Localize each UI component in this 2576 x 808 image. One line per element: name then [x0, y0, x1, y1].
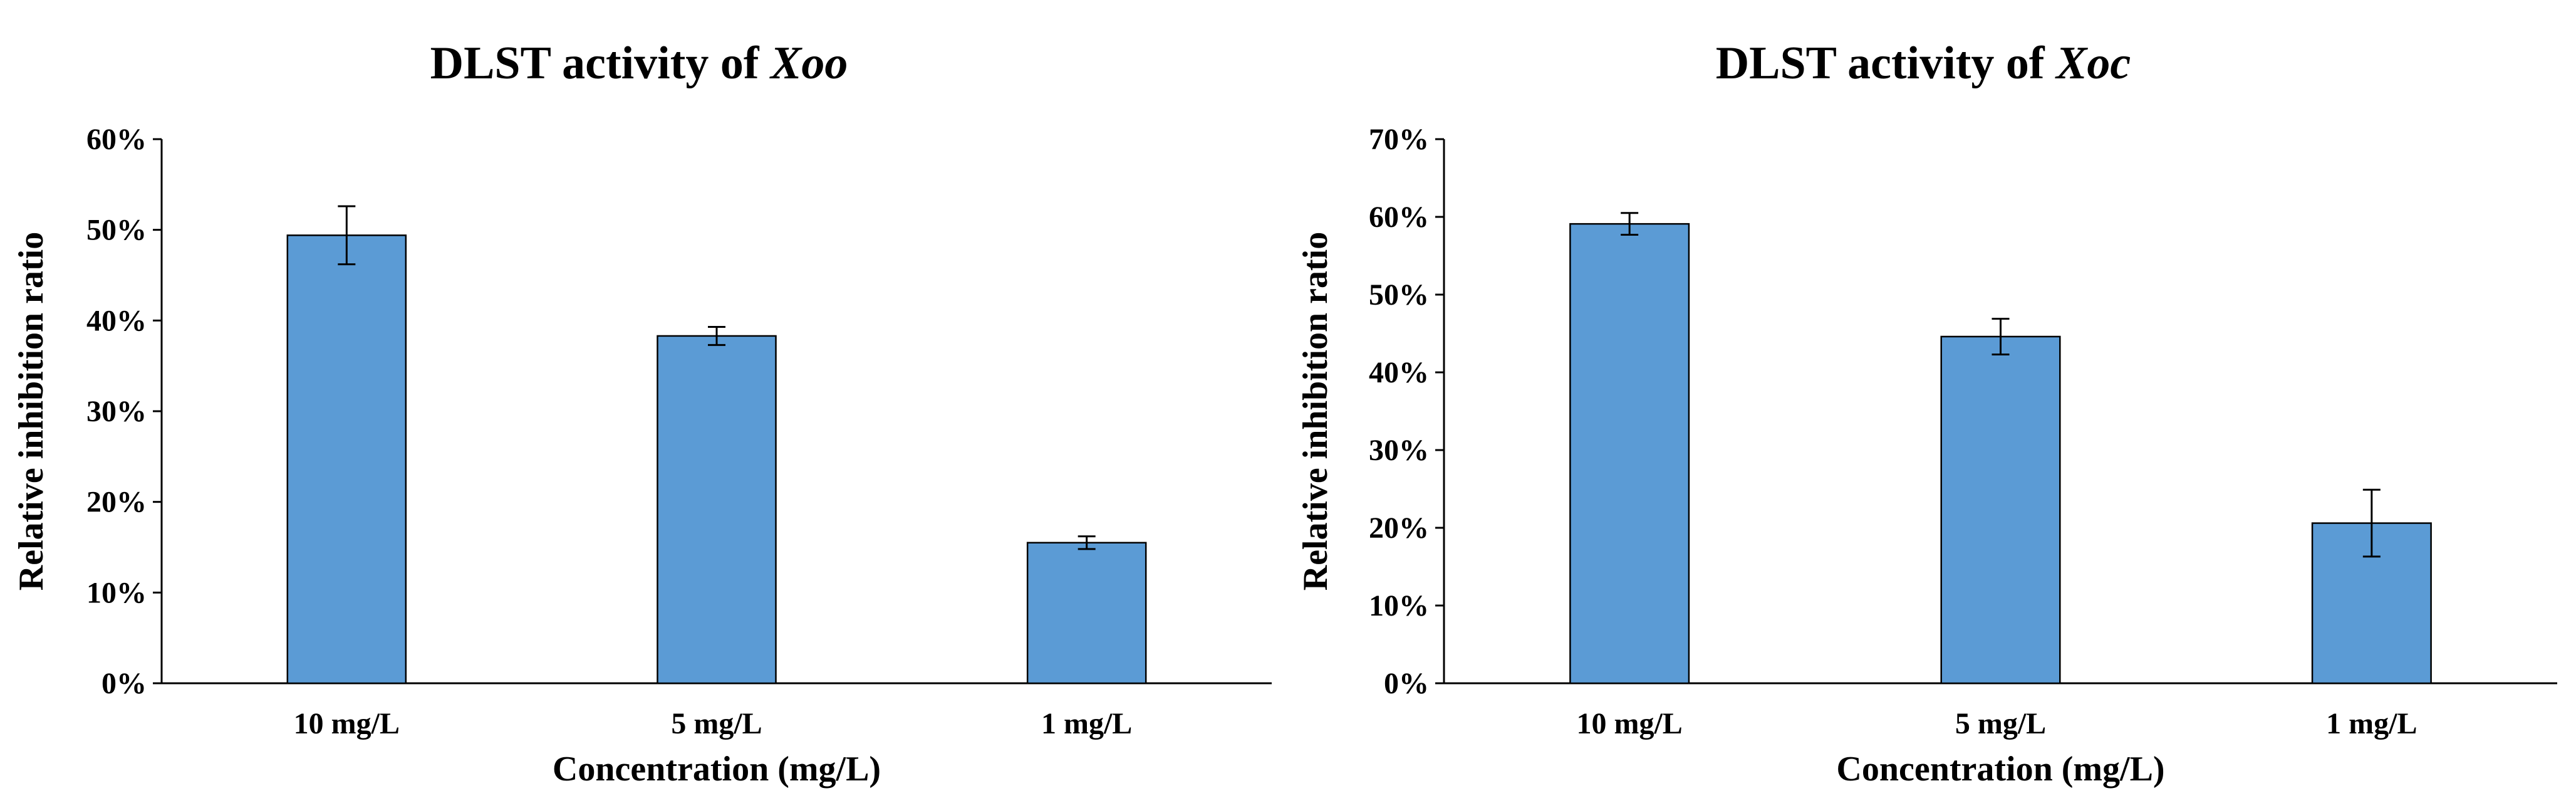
y-tick-label: 0%: [1384, 667, 1429, 700]
y-tick-label: 50%: [1369, 278, 1429, 312]
y-tick-label: 10%: [86, 576, 147, 609]
y-axis-label: Relative inhibition ratio: [1296, 232, 1335, 590]
chart-panel-2: DLST activity of Xoc 0% 10% 20% 30% 40% 50% 60%…: [1296, 38, 2557, 789]
x-tick-label: 10 mg/L: [294, 707, 400, 740]
bar: [286, 234, 407, 685]
x-axis-label: Concentration (mg/L): [553, 750, 881, 789]
bar: [1940, 335, 2061, 685]
y-tick-label: 70%: [1369, 123, 1429, 156]
y-tick-label: 50%: [86, 214, 147, 247]
x-axis-label: Concentration (mg/L): [1836, 750, 2164, 789]
y-tick-label: 0%: [101, 667, 147, 700]
y-tick-label: 20%: [1369, 512, 1429, 545]
x-tick-label: 5 mg/L: [671, 707, 762, 740]
bar: [1026, 542, 1147, 685]
y-tick-label: 20%: [86, 486, 147, 519]
chart-title: DLST activity of Xoo: [430, 38, 848, 89]
y-axis-label: Relative inhibition ratio: [12, 232, 51, 590]
y-tick-label: 40%: [1369, 356, 1429, 389]
y-tick-label: 30%: [1369, 434, 1429, 467]
x-tick-label: 10 mg/L: [1576, 707, 1682, 740]
y-tick-label: 60%: [1369, 201, 1429, 234]
bar: [657, 335, 777, 685]
y-tick-label: 60%: [86, 123, 147, 156]
y-tick-label: 10%: [1369, 589, 1429, 622]
chart-panel-1: DLST activity of Xoo 0% 10% 20% 30% 40% 50% 60%…: [12, 38, 1272, 789]
x-tick-label: 5 mg/L: [1955, 707, 2046, 740]
bar: [1569, 223, 1690, 685]
y-tick-label: 40%: [86, 304, 147, 337]
y-tick-label: 30%: [86, 395, 147, 428]
x-tick-label: 1 mg/L: [2326, 707, 2417, 740]
chart-title: DLST activity of Xoc: [1716, 38, 2131, 89]
x-tick-label: 1 mg/L: [1041, 707, 1132, 740]
